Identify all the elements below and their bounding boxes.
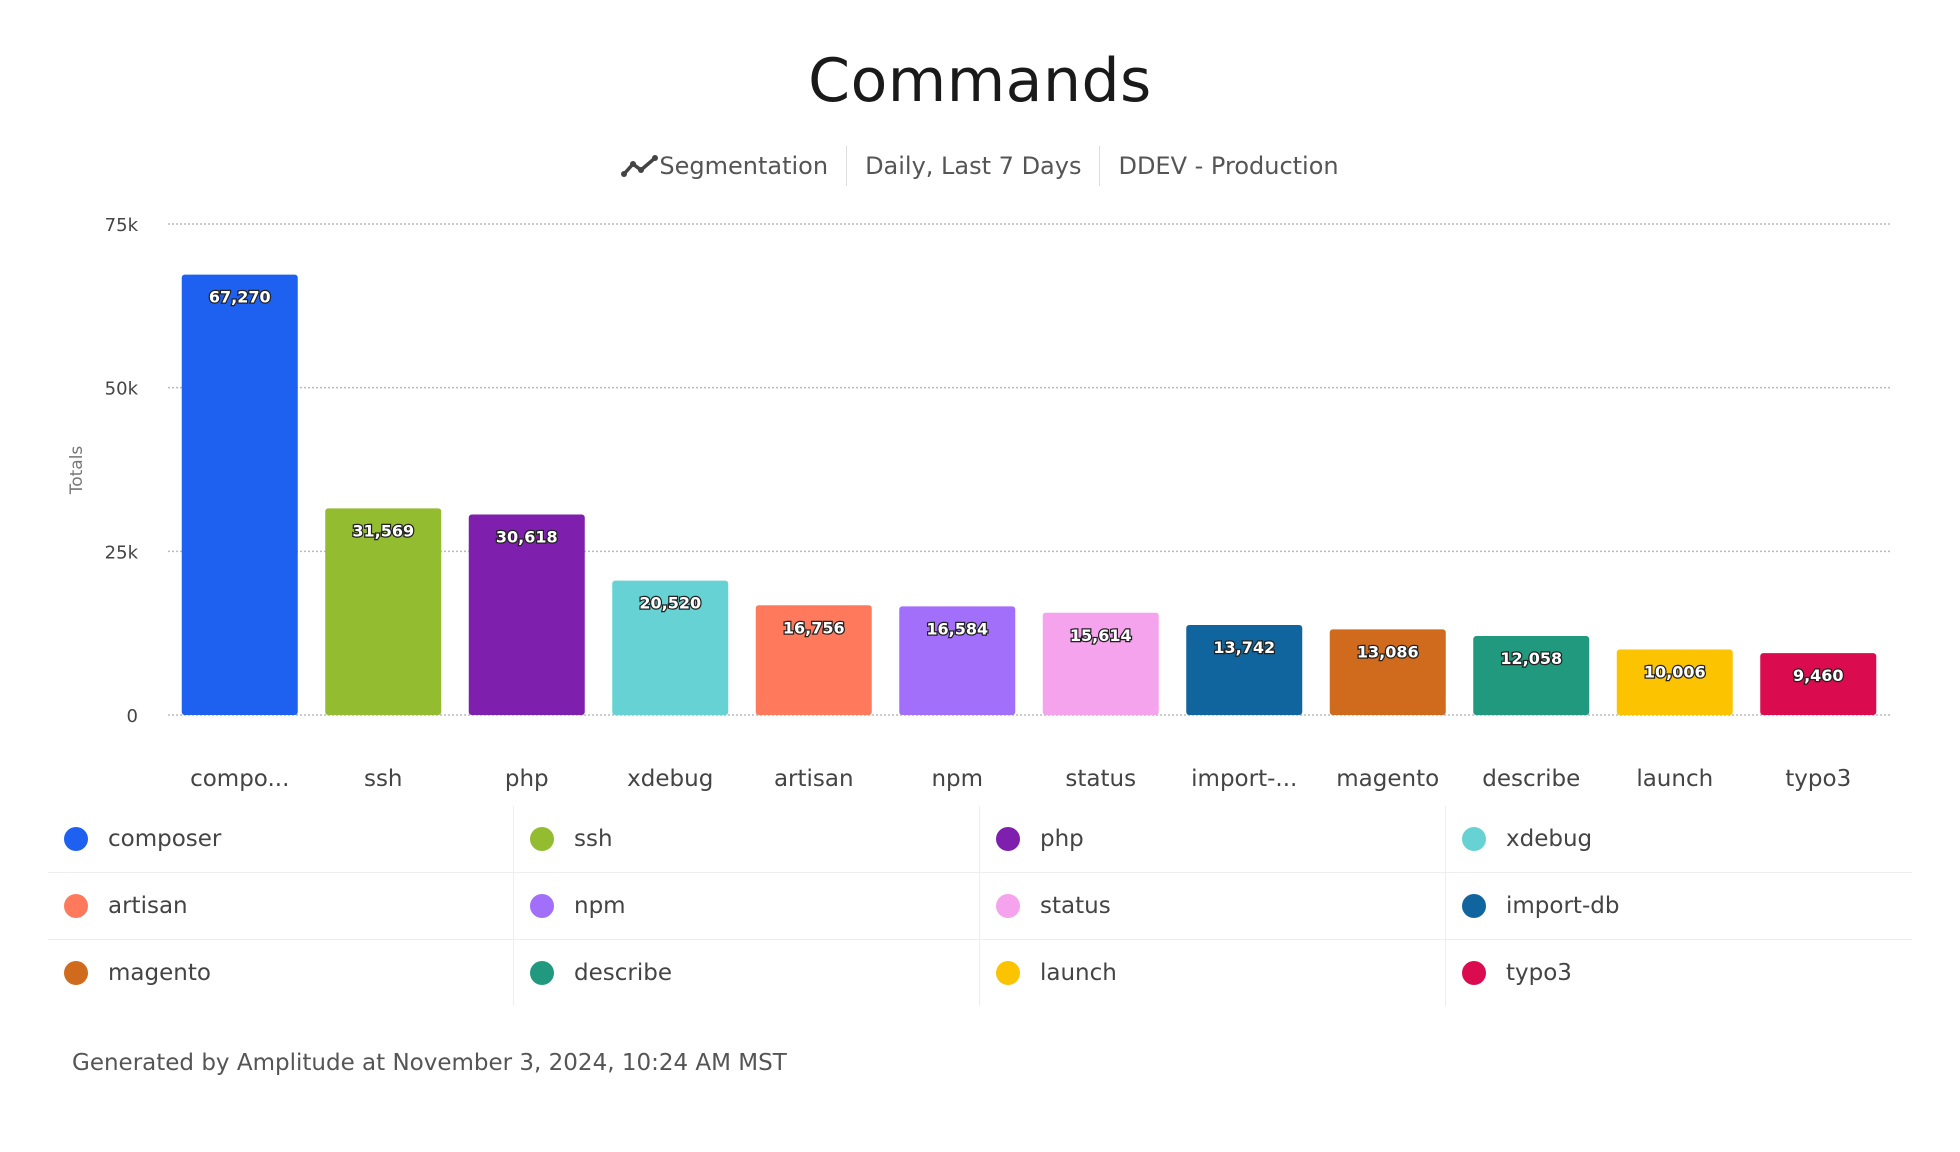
x-tick-label: npm bbox=[931, 766, 983, 792]
legend-item-typo3[interactable]: typo3 bbox=[1446, 940, 1912, 1006]
legend-dot-icon bbox=[996, 961, 1020, 985]
bar-import-db bbox=[1186, 625, 1303, 715]
legend-label: php bbox=[1040, 826, 1084, 852]
legend-dot-icon bbox=[530, 827, 554, 851]
date-range: Daily, Last 7 Days bbox=[865, 152, 1082, 180]
data-label: 13,742 bbox=[1213, 638, 1275, 657]
legend-label: import-db bbox=[1506, 893, 1620, 919]
legend-label: status bbox=[1040, 893, 1111, 919]
chart-title: Commands bbox=[808, 46, 1152, 116]
data-label: 12,058 bbox=[1500, 649, 1562, 668]
legend-item-describe[interactable]: describe bbox=[514, 940, 980, 1006]
legend-dot-icon bbox=[530, 894, 554, 918]
data-label: 31,569 bbox=[352, 521, 414, 540]
legend-label: typo3 bbox=[1506, 960, 1572, 986]
divider bbox=[1099, 146, 1101, 186]
legend-dot-icon bbox=[996, 827, 1020, 851]
legend-item-status[interactable]: status bbox=[980, 873, 1446, 939]
data-label: 15,614 bbox=[1070, 626, 1132, 645]
data-label: 10,006 bbox=[1644, 662, 1706, 681]
legend-item-launch[interactable]: launch bbox=[980, 940, 1446, 1006]
legend-dot-icon bbox=[64, 894, 88, 918]
data-label: 16,584 bbox=[926, 619, 988, 638]
legend-item-import-db[interactable]: import-db bbox=[1446, 873, 1912, 939]
legend: composer ssh php xdebug artisan npm status impo… bbox=[48, 806, 1912, 1006]
x-tick-label: magento bbox=[1336, 766, 1439, 792]
x-tick-label: launch bbox=[1636, 766, 1713, 792]
y-axis-label: Totals bbox=[67, 446, 87, 496]
bar-xdebug bbox=[612, 580, 729, 715]
legend-item-php[interactable]: php bbox=[980, 806, 1446, 872]
y-tick-label: 0 bbox=[127, 706, 138, 727]
legend-dot-icon bbox=[1462, 961, 1486, 985]
bar-magento bbox=[1329, 629, 1446, 715]
x-tick-label: import-... bbox=[1191, 766, 1297, 792]
legend-row: composer ssh php xdebug bbox=[48, 806, 1912, 873]
x-tick-label: xdebug bbox=[627, 766, 713, 792]
legend-label: artisan bbox=[108, 893, 188, 919]
footer-text: Generated by Amplitude at November 3, 20… bbox=[72, 1050, 787, 1076]
legend-item-npm[interactable]: npm bbox=[514, 873, 980, 939]
x-tick-label: typo3 bbox=[1785, 766, 1851, 792]
x-tick-label: php bbox=[505, 766, 549, 792]
data-label: 9,460 bbox=[1793, 666, 1844, 685]
bar-status bbox=[1042, 612, 1159, 715]
legend-item-xdebug[interactable]: xdebug bbox=[1446, 806, 1912, 872]
legend-item-magento[interactable]: magento bbox=[48, 940, 514, 1006]
analysis-label: Segmentation bbox=[659, 152, 829, 180]
x-tick-label: artisan bbox=[774, 766, 854, 792]
bar-typo3 bbox=[1760, 653, 1877, 715]
legend-dot-icon bbox=[64, 827, 88, 851]
data-label: 16,756 bbox=[783, 618, 845, 637]
chart-subtitle: Segmentation Daily, Last 7 Days DDEV - P… bbox=[0, 146, 1960, 186]
x-tick-label: describe bbox=[1482, 766, 1580, 792]
legend-row: artisan npm status import-db bbox=[48, 873, 1912, 940]
x-tick-label: status bbox=[1065, 766, 1136, 792]
legend-dot-icon bbox=[530, 961, 554, 985]
project-name: DDEV - Production bbox=[1118, 152, 1339, 180]
legend-dot-icon bbox=[996, 894, 1020, 918]
x-tick-label: compo... bbox=[190, 766, 289, 792]
legend-label: npm bbox=[574, 893, 626, 919]
line-chart-icon bbox=[621, 155, 659, 177]
analysis-type: Segmentation bbox=[603, 146, 846, 186]
legend-label: magento bbox=[108, 960, 211, 986]
bar-chart: 0 25k 50k 75k Totals 67,270 compo... 31,569 ssh 3… bbox=[67, 215, 1890, 792]
data-label: 20,520 bbox=[639, 594, 701, 613]
legend-item-composer[interactable]: composer bbox=[48, 806, 514, 872]
bar-php bbox=[468, 514, 585, 715]
legend-label: xdebug bbox=[1506, 826, 1593, 852]
bar-launch bbox=[1616, 649, 1733, 715]
divider bbox=[846, 146, 848, 186]
legend-item-ssh[interactable]: ssh bbox=[514, 806, 980, 872]
y-tick-label: 75k bbox=[105, 215, 139, 236]
bar-artisan bbox=[755, 605, 872, 715]
legend-label: composer bbox=[108, 826, 222, 852]
data-label: 67,270 bbox=[209, 288, 271, 307]
data-label: 13,086 bbox=[1357, 642, 1419, 661]
y-tick-label: 25k bbox=[105, 542, 139, 563]
legend-dot-icon bbox=[1462, 894, 1486, 918]
legend-label: launch bbox=[1040, 960, 1117, 986]
legend-label: ssh bbox=[574, 826, 613, 852]
bar-npm bbox=[899, 606, 1016, 715]
legend-dot-icon bbox=[1462, 827, 1486, 851]
data-label: 30,618 bbox=[496, 528, 558, 547]
legend-row: magento describe launch typo3 bbox=[48, 940, 1912, 1006]
x-tick-label: ssh bbox=[364, 766, 403, 792]
bar-ssh bbox=[325, 508, 442, 715]
bar-composer bbox=[181, 274, 298, 715]
bar-describe bbox=[1473, 636, 1590, 715]
legend-dot-icon bbox=[64, 961, 88, 985]
y-tick-label: 50k bbox=[105, 379, 139, 400]
legend-label: describe bbox=[574, 960, 672, 986]
legend-item-artisan[interactable]: artisan bbox=[48, 873, 514, 939]
